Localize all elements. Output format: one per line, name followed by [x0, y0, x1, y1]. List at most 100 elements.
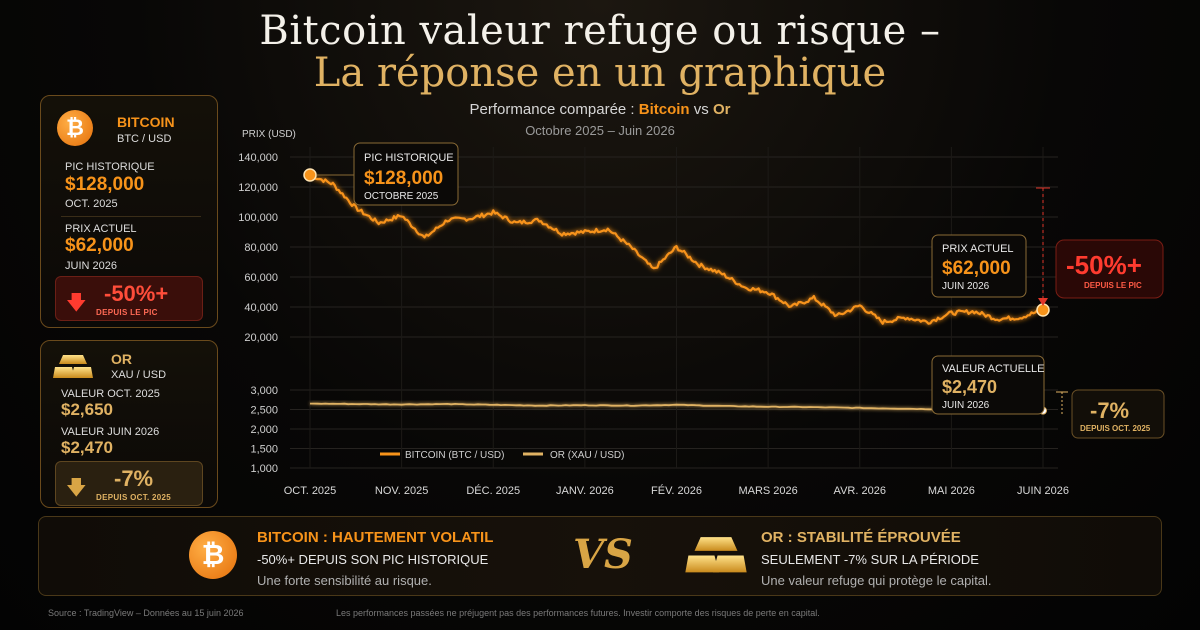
gold-change-badge: 🡇 -7% DEPUIS OCT. 2025: [55, 461, 203, 506]
y-tick-label: 20,000: [244, 332, 278, 344]
gold-card-pair: XAU / USD: [111, 369, 167, 381]
y-tick-label: 120,000: [238, 182, 278, 194]
subtitle-prefix: Performance comparée :: [469, 101, 639, 118]
summary-gold-title: OR : STABILITÉ ÉPROUVÉE: [761, 529, 961, 546]
peak-callout-box: [353, 142, 459, 206]
chart-period: Octobre 2025 – Juin 2026: [525, 123, 675, 138]
subtitle-gold: Or: [712, 101, 731, 118]
btc-current-annotation: PRIX ACTUEL $62,000 JUIN 2026 -50%+ DEPU…: [931, 187, 1164, 306]
gold-current-callout-value: $2,470: [942, 377, 997, 397]
bitcoin-current-value: $62,000: [65, 235, 134, 256]
chart-subtitle: Performance comparée : Bitcoin vs Or: [0, 101, 1200, 118]
gold-change-note: DEPUIS OCT. 2025: [96, 493, 172, 502]
y-tick-label: 2,500: [250, 405, 278, 417]
gold-start-value: $2,650: [61, 400, 113, 419]
x-tick-label: NOV. 2025: [375, 485, 428, 497]
x-tick-label: JANV. 2026: [556, 485, 614, 497]
bitcoin-change-value: -50%+: [104, 281, 169, 306]
y-tick-label: 40,000: [244, 302, 278, 314]
gold-card-title: OR: [111, 351, 132, 367]
btc-change-callout-note: DEPUIS LE PIC: [1084, 281, 1142, 290]
bitcoin-coin-icon: ₿: [189, 531, 237, 579]
gold-end-label: VALEUR JUIN 2026: [61, 426, 160, 438]
y-tick-label: 140,000: [238, 152, 278, 164]
bitcoin-card-pair: BTC / USD: [117, 133, 172, 145]
bitcoin-card-title: BITCOIN: [117, 114, 175, 130]
peak-callout-value: $128,000: [364, 168, 443, 189]
summary-bitcoin-title: BITCOIN : HAUTEMENT VOLATIL: [257, 529, 494, 546]
gold-bars-icon: [685, 537, 747, 573]
gold-bars-icon: [53, 355, 93, 378]
versus-label: VS: [573, 531, 633, 578]
x-tick-label: JUIN 2026: [1017, 485, 1069, 497]
subtitle-vs: vs: [689, 101, 713, 118]
series-layer: [303, 168, 1050, 415]
bitcoin-peak-label: PIC HISTORIQUE: [65, 161, 155, 173]
peak-annotation: PIC HISTORIQUE $128,000 OCTOBRE 2025: [353, 142, 459, 206]
btc-change-callout-value: -50%+: [1066, 250, 1142, 280]
gold-card: OR XAU / USD VALEUR OCT. 2025 $2,650 VAL…: [40, 340, 218, 508]
x-tick-label: MAI 2026: [928, 485, 975, 497]
x-tick-label: AVR. 2026: [834, 485, 886, 497]
arrow-down-icon: 🡇: [66, 292, 87, 314]
x-axis: OCT. 2025 NOV. 2025 DÉC. 2025 JANV. 2026 FÉV…: [284, 484, 1069, 497]
summary-bitcoin-line1: -50%+ DEPUIS SON PIC HISTORIQUE: [257, 552, 489, 567]
x-tick-label: FÉV. 2026: [651, 484, 702, 497]
gold-end-value: $2,470: [61, 438, 113, 457]
drop-arrow-icon: [1038, 298, 1048, 306]
divider: [61, 216, 201, 217]
gold-start-label: VALEUR OCT. 2025: [61, 388, 160, 400]
gold-current-callout-date: JUIN 2026: [942, 400, 990, 411]
btc-current-callout-label: PRIX ACTUEL: [942, 243, 1014, 255]
legend-label-gold: OR (XAU / USD): [550, 450, 624, 461]
chart-legend: BITCOIN (BTC / USD) OR (XAU / USD): [380, 450, 624, 461]
y-tick-label: 1,500: [250, 444, 278, 456]
x-tick-label: DÉC. 2025: [466, 484, 520, 497]
main-title-line2: La réponse en un graphique: [313, 50, 887, 96]
bitcoin-coin-icon: ₿: [57, 110, 93, 146]
summary-panel: ₿ BITCOIN : HAUTEMENT VOLATIL -50%+ DEPU…: [38, 516, 1162, 596]
y-tick-label: 100,000: [238, 212, 278, 224]
y-tick-label: 60,000: [244, 272, 278, 284]
lower-y-axis: 3,000 2,500 2,000 1,500 1,000: [250, 385, 278, 475]
btc-current-callout-box: [931, 234, 1027, 298]
gold-current-callout-label: VALEUR ACTUELLE: [942, 363, 1045, 375]
bitcoin-current-label: PRIX ACTUEL: [65, 223, 137, 235]
bitcoin-peak-value: $128,000: [65, 174, 145, 195]
summary-gold-line2: Une valeur refuge qui protège le capital…: [761, 573, 992, 588]
gold-current-callout-box: [931, 355, 1045, 415]
gold-change-callout-box: [1071, 389, 1165, 439]
btc-change-callout-box: [1055, 239, 1164, 299]
peak-point-marker: [303, 168, 317, 182]
y-axis-unit-label: PRIX (USD): [242, 129, 296, 140]
gold-series-line: [310, 402, 1044, 412]
x-tick-label: MARS 2026: [738, 485, 797, 497]
summary-bitcoin-line2: Une forte sensibilité au risque.: [257, 573, 432, 588]
subtitle-bitcoin: Bitcoin: [638, 101, 690, 118]
gold-change-callout-value: -7%: [1090, 398, 1129, 423]
upper-y-axis: 140,000 120,000 100,000 80,000 60,000 40,000 2…: [238, 152, 278, 344]
legend-label-bitcoin: BITCOIN (BTC / USD): [405, 450, 504, 461]
summary-gold-line1: SEULEMENT -7% SUR LA PÉRIODE: [761, 552, 979, 567]
gold-change-callout-note: DEPUIS OCT. 2025: [1080, 424, 1151, 433]
bitcoin-peak-date: OCT. 2025: [65, 198, 118, 210]
bitcoin-change-badge: 🡇 -50%+ DEPUIS LE PIC: [55, 276, 203, 321]
peak-callout-label: PIC HISTORIQUE: [364, 152, 454, 164]
y-tick-label: 1,000: [250, 463, 278, 475]
gold-current-annotation: VALEUR ACTUELLE $2,470 JUIN 2026 -7% DEP…: [931, 355, 1165, 439]
x-tick-label: OCT. 2025: [284, 485, 337, 497]
bitcoin-change-note: DEPUIS LE PIC: [96, 308, 158, 317]
footer-source: Source : TradingView – Données au 15 jui…: [48, 608, 244, 618]
y-tick-label: 80,000: [244, 242, 278, 254]
btc-current-callout-value: $62,000: [942, 258, 1011, 279]
main-title-line1: Bitcoin valeur refuge ou risque –: [259, 8, 941, 54]
y-tick-label: 3,000: [250, 385, 278, 397]
price-chart: PRIX (USD) 140,000 120,000 100,000 80,000 60…: [238, 129, 1165, 497]
btc-current-callout-date: JUIN 2026: [942, 281, 990, 292]
y-tick-label: 2,000: [250, 424, 278, 436]
arrow-down-icon: 🡇: [66, 477, 87, 499]
bitcoin-card: ₿ BITCOIN BTC / USD PIC HISTORIQUE $128,…: [40, 95, 218, 328]
bitcoin-current-date: JUIN 2026: [65, 260, 117, 272]
peak-callout-date: OCTOBRE 2025: [364, 191, 439, 202]
bitcoin-series-line: [309, 173, 1044, 325]
